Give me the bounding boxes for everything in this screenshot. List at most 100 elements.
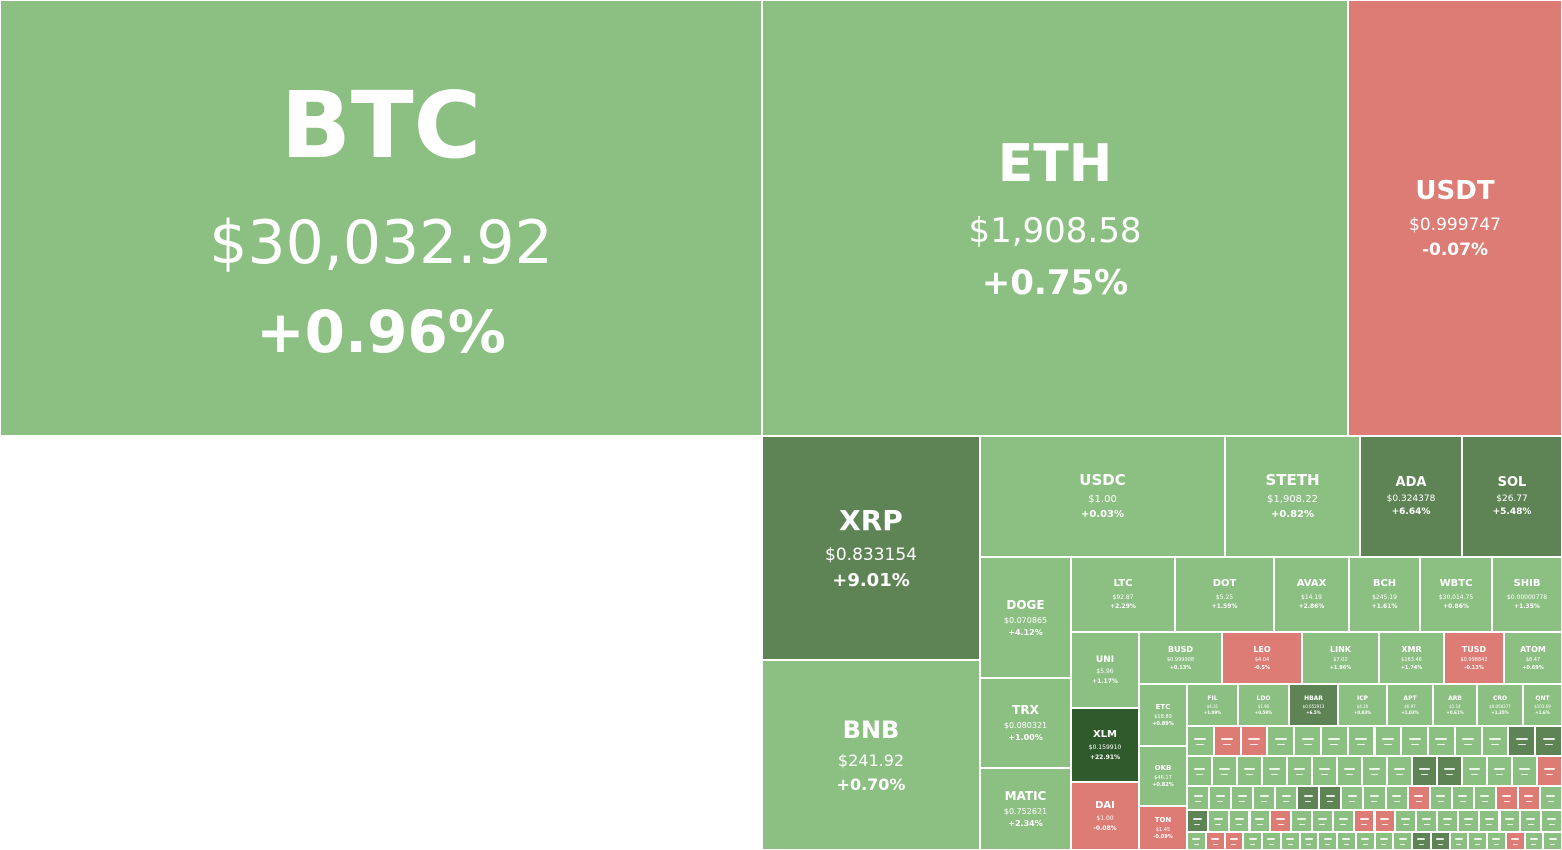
tile-minor-asset[interactable] bbox=[1312, 756, 1337, 786]
tile-minor-asset[interactable] bbox=[1187, 810, 1208, 832]
tile-minor-asset[interactable] bbox=[1537, 756, 1562, 786]
tile-minor-asset[interactable] bbox=[1347, 726, 1375, 756]
tile-minor-asset[interactable] bbox=[1224, 832, 1244, 850]
tile-minor-asset[interactable] bbox=[1353, 810, 1375, 832]
tile-minor-asset[interactable] bbox=[1524, 832, 1544, 850]
tile-ltc[interactable]: LTC $92.87 +2.29% bbox=[1071, 557, 1175, 632]
tile-wbtc[interactable]: WBTC $30,014.75 +0.86% bbox=[1420, 557, 1492, 632]
tile-minor-asset[interactable] bbox=[1243, 832, 1262, 850]
tile-minor-asset[interactable] bbox=[1337, 832, 1356, 850]
tile-doge[interactable]: DOGE $0.070865 +4.12% bbox=[980, 557, 1071, 678]
tile-minor-asset[interactable] bbox=[1512, 756, 1537, 786]
tile-steth[interactable]: STETH $1,908.22 +0.82% bbox=[1225, 436, 1360, 557]
tile-minor-asset[interactable] bbox=[1207, 810, 1229, 832]
tile-minor-asset[interactable] bbox=[1437, 810, 1458, 832]
tile-minor-asset[interactable] bbox=[1457, 810, 1479, 832]
tile-minor-asset[interactable] bbox=[1262, 832, 1281, 850]
tile-minor-asset[interactable] bbox=[1280, 832, 1300, 850]
tile-minor-asset[interactable] bbox=[1541, 810, 1562, 832]
tile-dai[interactable]: DAI $1.00 -0.08% bbox=[1071, 782, 1139, 850]
tile-btc[interactable]: BTC $30,032.92 +0.96% bbox=[0, 0, 762, 436]
tile-minor-asset[interactable] bbox=[1429, 786, 1452, 810]
tile-minor-asset[interactable] bbox=[1462, 756, 1487, 786]
tile-minor-asset[interactable] bbox=[1387, 756, 1412, 786]
tile-minor-asset[interactable] bbox=[1187, 726, 1214, 756]
tile-minor-asset[interactable] bbox=[1539, 786, 1562, 810]
tile-minor-asset[interactable] bbox=[1319, 786, 1342, 810]
tile-xrp[interactable]: XRP $0.833154 +9.01% bbox=[762, 436, 980, 660]
tile-bch[interactable]: BCH $245.19 +1.61% bbox=[1349, 557, 1420, 632]
tile-minor-asset[interactable] bbox=[1543, 832, 1562, 850]
tile-minor-asset[interactable] bbox=[1228, 810, 1250, 832]
tile-minor-asset[interactable] bbox=[1237, 756, 1262, 786]
tile-okb[interactable]: OKB $46.17 +0.82% bbox=[1139, 746, 1187, 806]
tile-minor-asset[interactable] bbox=[1318, 832, 1337, 850]
tile-hbar[interactable]: HBAR $0.052913 +6.5% bbox=[1289, 684, 1338, 726]
tile-minor-asset[interactable] bbox=[1205, 832, 1225, 850]
tile-minor-asset[interactable] bbox=[1299, 832, 1319, 850]
tile-minor-asset[interactable] bbox=[1374, 832, 1394, 850]
tile-matic[interactable]: MATIC $0.752621 +2.34% bbox=[980, 768, 1071, 850]
tile-etc[interactable]: ETC $18.89 +0.89% bbox=[1139, 684, 1187, 746]
tile-minor-asset[interactable] bbox=[1499, 810, 1521, 832]
tile-minor-asset[interactable] bbox=[1231, 786, 1254, 810]
tile-minor-asset[interactable] bbox=[1291, 810, 1312, 832]
tile-eth[interactable]: ETH $1,908.58 +0.75% bbox=[762, 0, 1348, 436]
tile-minor-asset[interactable] bbox=[1337, 756, 1362, 786]
tile-minor-asset[interactable] bbox=[1187, 756, 1212, 786]
tile-sol[interactable]: SOL $26.77 +5.48% bbox=[1462, 436, 1562, 557]
tile-qnt[interactable]: QNT $103.69 +1.6% bbox=[1523, 684, 1562, 726]
tile-minor-asset[interactable] bbox=[1412, 832, 1431, 850]
tile-minor-asset[interactable] bbox=[1312, 810, 1333, 832]
tile-minor-asset[interactable] bbox=[1267, 726, 1295, 756]
tile-minor-asset[interactable] bbox=[1487, 832, 1506, 850]
tile-minor-asset[interactable] bbox=[1187, 832, 1206, 850]
tile-minor-asset[interactable] bbox=[1275, 786, 1298, 810]
tile-usdt[interactable]: USDT $0.999747 -0.07% bbox=[1348, 0, 1562, 436]
tile-minor-asset[interactable] bbox=[1395, 810, 1417, 832]
tile-minor-asset[interactable] bbox=[1332, 810, 1354, 832]
tile-minor-asset[interactable] bbox=[1449, 832, 1469, 850]
tile-link[interactable]: LINK $7.02 +1.96% bbox=[1302, 632, 1379, 684]
tile-ton[interactable]: TON $1.45 -0.09% bbox=[1139, 806, 1187, 850]
tile-minor-asset[interactable] bbox=[1416, 810, 1437, 832]
tile-minor-asset[interactable] bbox=[1320, 726, 1348, 756]
tile-minor-asset[interactable] bbox=[1517, 786, 1540, 810]
tile-minor-asset[interactable] bbox=[1363, 786, 1386, 810]
tile-minor-asset[interactable] bbox=[1520, 810, 1542, 832]
tile-tusd[interactable]: TUSD $0.998842 -0.13% bbox=[1444, 632, 1504, 684]
tile-minor-asset[interactable] bbox=[1270, 810, 1292, 832]
tile-xlm[interactable]: XLM $0.159910 +22.91% bbox=[1071, 708, 1139, 782]
tile-minor-asset[interactable] bbox=[1454, 726, 1482, 756]
tile-shib[interactable]: SHIB $0.00000778 +1.35% bbox=[1492, 557, 1562, 632]
tile-fil[interactable]: FIL $4.31 +1.09% bbox=[1187, 684, 1238, 726]
tile-minor-asset[interactable] bbox=[1407, 786, 1430, 810]
tile-minor-asset[interactable] bbox=[1437, 756, 1462, 786]
tile-minor-asset[interactable] bbox=[1495, 786, 1518, 810]
tile-minor-asset[interactable] bbox=[1451, 786, 1474, 810]
tile-busd[interactable]: BUSD $0.999908 +0.13% bbox=[1139, 632, 1222, 684]
tile-minor-asset[interactable] bbox=[1374, 726, 1402, 756]
tile-minor-asset[interactable] bbox=[1428, 726, 1455, 756]
tile-minor-asset[interactable] bbox=[1362, 756, 1387, 786]
tile-minor-asset[interactable] bbox=[1212, 756, 1237, 786]
tile-minor-asset[interactable] bbox=[1535, 726, 1562, 756]
tile-minor-asset[interactable] bbox=[1505, 832, 1525, 850]
tile-minor-asset[interactable] bbox=[1262, 756, 1287, 786]
tile-minor-asset[interactable] bbox=[1209, 786, 1232, 810]
tile-minor-asset[interactable] bbox=[1412, 756, 1437, 786]
tile-dot[interactable]: DOT $5.25 +1.59% bbox=[1175, 557, 1274, 632]
tile-apt[interactable]: APT $6.97 +1.03% bbox=[1387, 684, 1433, 726]
tile-minor-asset[interactable] bbox=[1187, 786, 1210, 810]
tile-minor-asset[interactable] bbox=[1430, 832, 1450, 850]
tile-minor-asset[interactable] bbox=[1253, 786, 1276, 810]
tile-arb[interactable]: ARB $1.14 +0.61% bbox=[1433, 684, 1477, 726]
tile-ada[interactable]: ADA $0.324378 +6.64% bbox=[1360, 436, 1462, 557]
tile-minor-asset[interactable] bbox=[1401, 726, 1429, 756]
tile-minor-asset[interactable] bbox=[1508, 726, 1536, 756]
tile-minor-asset[interactable] bbox=[1213, 726, 1241, 756]
tile-minor-asset[interactable] bbox=[1385, 786, 1408, 810]
tile-minor-asset[interactable] bbox=[1287, 756, 1312, 786]
tile-minor-asset[interactable] bbox=[1240, 726, 1268, 756]
tile-minor-asset[interactable] bbox=[1374, 810, 1396, 832]
